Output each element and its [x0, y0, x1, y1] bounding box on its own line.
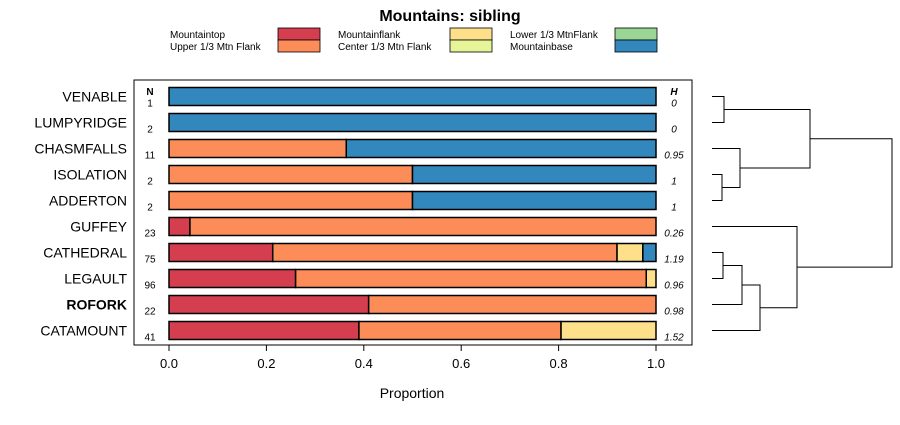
n-value-cathedral: 75 — [144, 255, 156, 266]
x-axis: 0.0 0.2 0.4 0.6 0.8 1.0 — [160, 345, 665, 371]
bar-segment-adderton-5 — [411, 190, 657, 211]
legend-label-lower-1-3-mtnflank: Lower 1/3 MtnFlank — [510, 30, 599, 41]
h-value-venable: 0 — [671, 99, 677, 110]
bar-segment-cathedral-5 — [642, 242, 657, 263]
bar-segment-cathedral-2 — [616, 242, 644, 263]
n-value-isolation: 2 — [147, 177, 153, 188]
bar-segment-catamount-1 — [358, 320, 562, 341]
h-value-chasmfalls: 0.95 — [664, 151, 684, 162]
y-label-isolation: ISOLATION — [53, 167, 127, 183]
h-value-lumpyridge: 0 — [671, 125, 677, 136]
n-value-catamount: 41 — [144, 333, 156, 344]
bar-segment-chasmfalls-1 — [168, 138, 348, 159]
n-value-rofork: 22 — [144, 307, 156, 318]
bar-segment-legault-0 — [168, 268, 297, 289]
legend-swatch-mountainflank — [449, 27, 493, 41]
h-value-cathedral: 1.19 — [664, 255, 684, 266]
x-tick-label-3: 0.6 — [452, 356, 470, 371]
h-value-guffey: 0.26 — [664, 229, 684, 240]
dendrogram-branch-5 — [712, 265, 743, 305]
h-value-isolation: 1 — [671, 177, 677, 188]
bar-segment-rofork-1 — [367, 294, 657, 315]
dendrogram-branch-2 — [712, 148, 741, 188]
x-tick-label-2: 0.4 — [355, 356, 373, 371]
legend-swatch-upper-1-3-mtn-flank — [277, 39, 321, 53]
dendrogram-branch-7 — [712, 226, 798, 309]
legend-label-mountainbase: Mountainbase — [510, 42, 573, 53]
legend-label-center-1-3-mtn-flank: Center 1/3 Mtn Flank — [338, 42, 432, 53]
bar-segment-rofork-0 — [168, 294, 370, 315]
plot-frame — [133, 79, 693, 346]
h-value-adderton: 1 — [671, 203, 677, 214]
legend-swatch-mountainbase — [614, 39, 658, 53]
x-tick-label-4: 0.8 — [550, 356, 568, 371]
x-axis-label: Proportion — [380, 385, 445, 401]
dendrogram-branch-1 — [712, 174, 723, 201]
bars — [168, 86, 657, 341]
dendrogram-branch-4 — [712, 252, 724, 279]
h-value-rofork: 0.98 — [664, 307, 684, 318]
dendrogram-branch-0 — [712, 96, 725, 123]
y-label-catamount: CATAMOUNT — [40, 323, 127, 339]
h-column-header: H — [670, 87, 678, 98]
legend-label-upper-1-3-mtn-flank: Upper 1/3 Mtn Flank — [170, 42, 262, 53]
legend-swatch-mountaintop — [277, 27, 321, 41]
bar-segment-catamount-0 — [168, 320, 360, 341]
x-tick-label-5: 1.0 — [647, 356, 665, 371]
legend-swatch-lower-1-3-mtnflank — [614, 27, 658, 41]
y-label-cathedral: CATHEDRAL — [43, 245, 127, 261]
y-label-adderton: ADDERTON — [49, 193, 127, 209]
bar-segment-legault-2 — [645, 268, 657, 289]
dendrogram-branch-8 — [797, 138, 893, 268]
y-label-rofork: ROFORK — [66, 297, 127, 313]
bar-segment-guffey-0 — [168, 216, 191, 237]
n-value-chasmfalls: 11 — [145, 151, 156, 162]
y-label-lumpyridge: LUMPYRIDGE — [34, 115, 127, 131]
n-value-venable: 1 — [147, 99, 153, 110]
legend-label-mountaintop: Mountaintop — [170, 30, 225, 41]
bar-segment-venable-5 — [168, 86, 657, 107]
bar-segment-cathedral-0 — [168, 242, 274, 263]
dendrogram-branch-6 — [712, 284, 761, 331]
bar-segment-lumpyridge-5 — [168, 112, 657, 133]
bar-segment-chasmfalls-5 — [345, 138, 657, 159]
h-value-legault: 0.96 — [664, 281, 684, 292]
legend-label-mountainflank: Mountainflank — [338, 30, 401, 41]
dendrogram-branch-3 — [724, 109, 811, 169]
x-tick-label-0: 0.0 — [160, 356, 178, 371]
y-label-venable: VENABLE — [62, 89, 127, 105]
bar-segment-isolation-5 — [411, 164, 657, 185]
n-value-guffey: 23 — [144, 229, 156, 240]
legend-swatch-center-1-3-mtn-flank — [449, 39, 493, 53]
y-label-guffey: GUFFEY — [70, 219, 127, 235]
n-value-lumpyridge: 2 — [147, 125, 153, 136]
bar-segment-legault-1 — [294, 268, 648, 289]
n-value-legault: 96 — [144, 281, 156, 292]
bar-segment-guffey-1 — [189, 216, 657, 237]
dendrogram — [712, 96, 893, 331]
h-value-catamount: 1.52 — [664, 333, 684, 344]
bar-segment-cathedral-1 — [271, 242, 618, 263]
chart-title: Mountains: sibling — [379, 8, 520, 25]
bar-segment-catamount-2 — [560, 320, 657, 341]
n-value-adderton: 2 — [147, 203, 153, 214]
y-label-chasmfalls: CHASMFALLS — [34, 141, 127, 157]
x-tick-label-1: 0.2 — [257, 356, 275, 371]
y-label-legault: LEGAULT — [64, 271, 127, 287]
bar-segment-isolation-1 — [168, 164, 414, 185]
bar-segment-adderton-1 — [168, 190, 414, 211]
n-column-header: N — [146, 87, 153, 98]
